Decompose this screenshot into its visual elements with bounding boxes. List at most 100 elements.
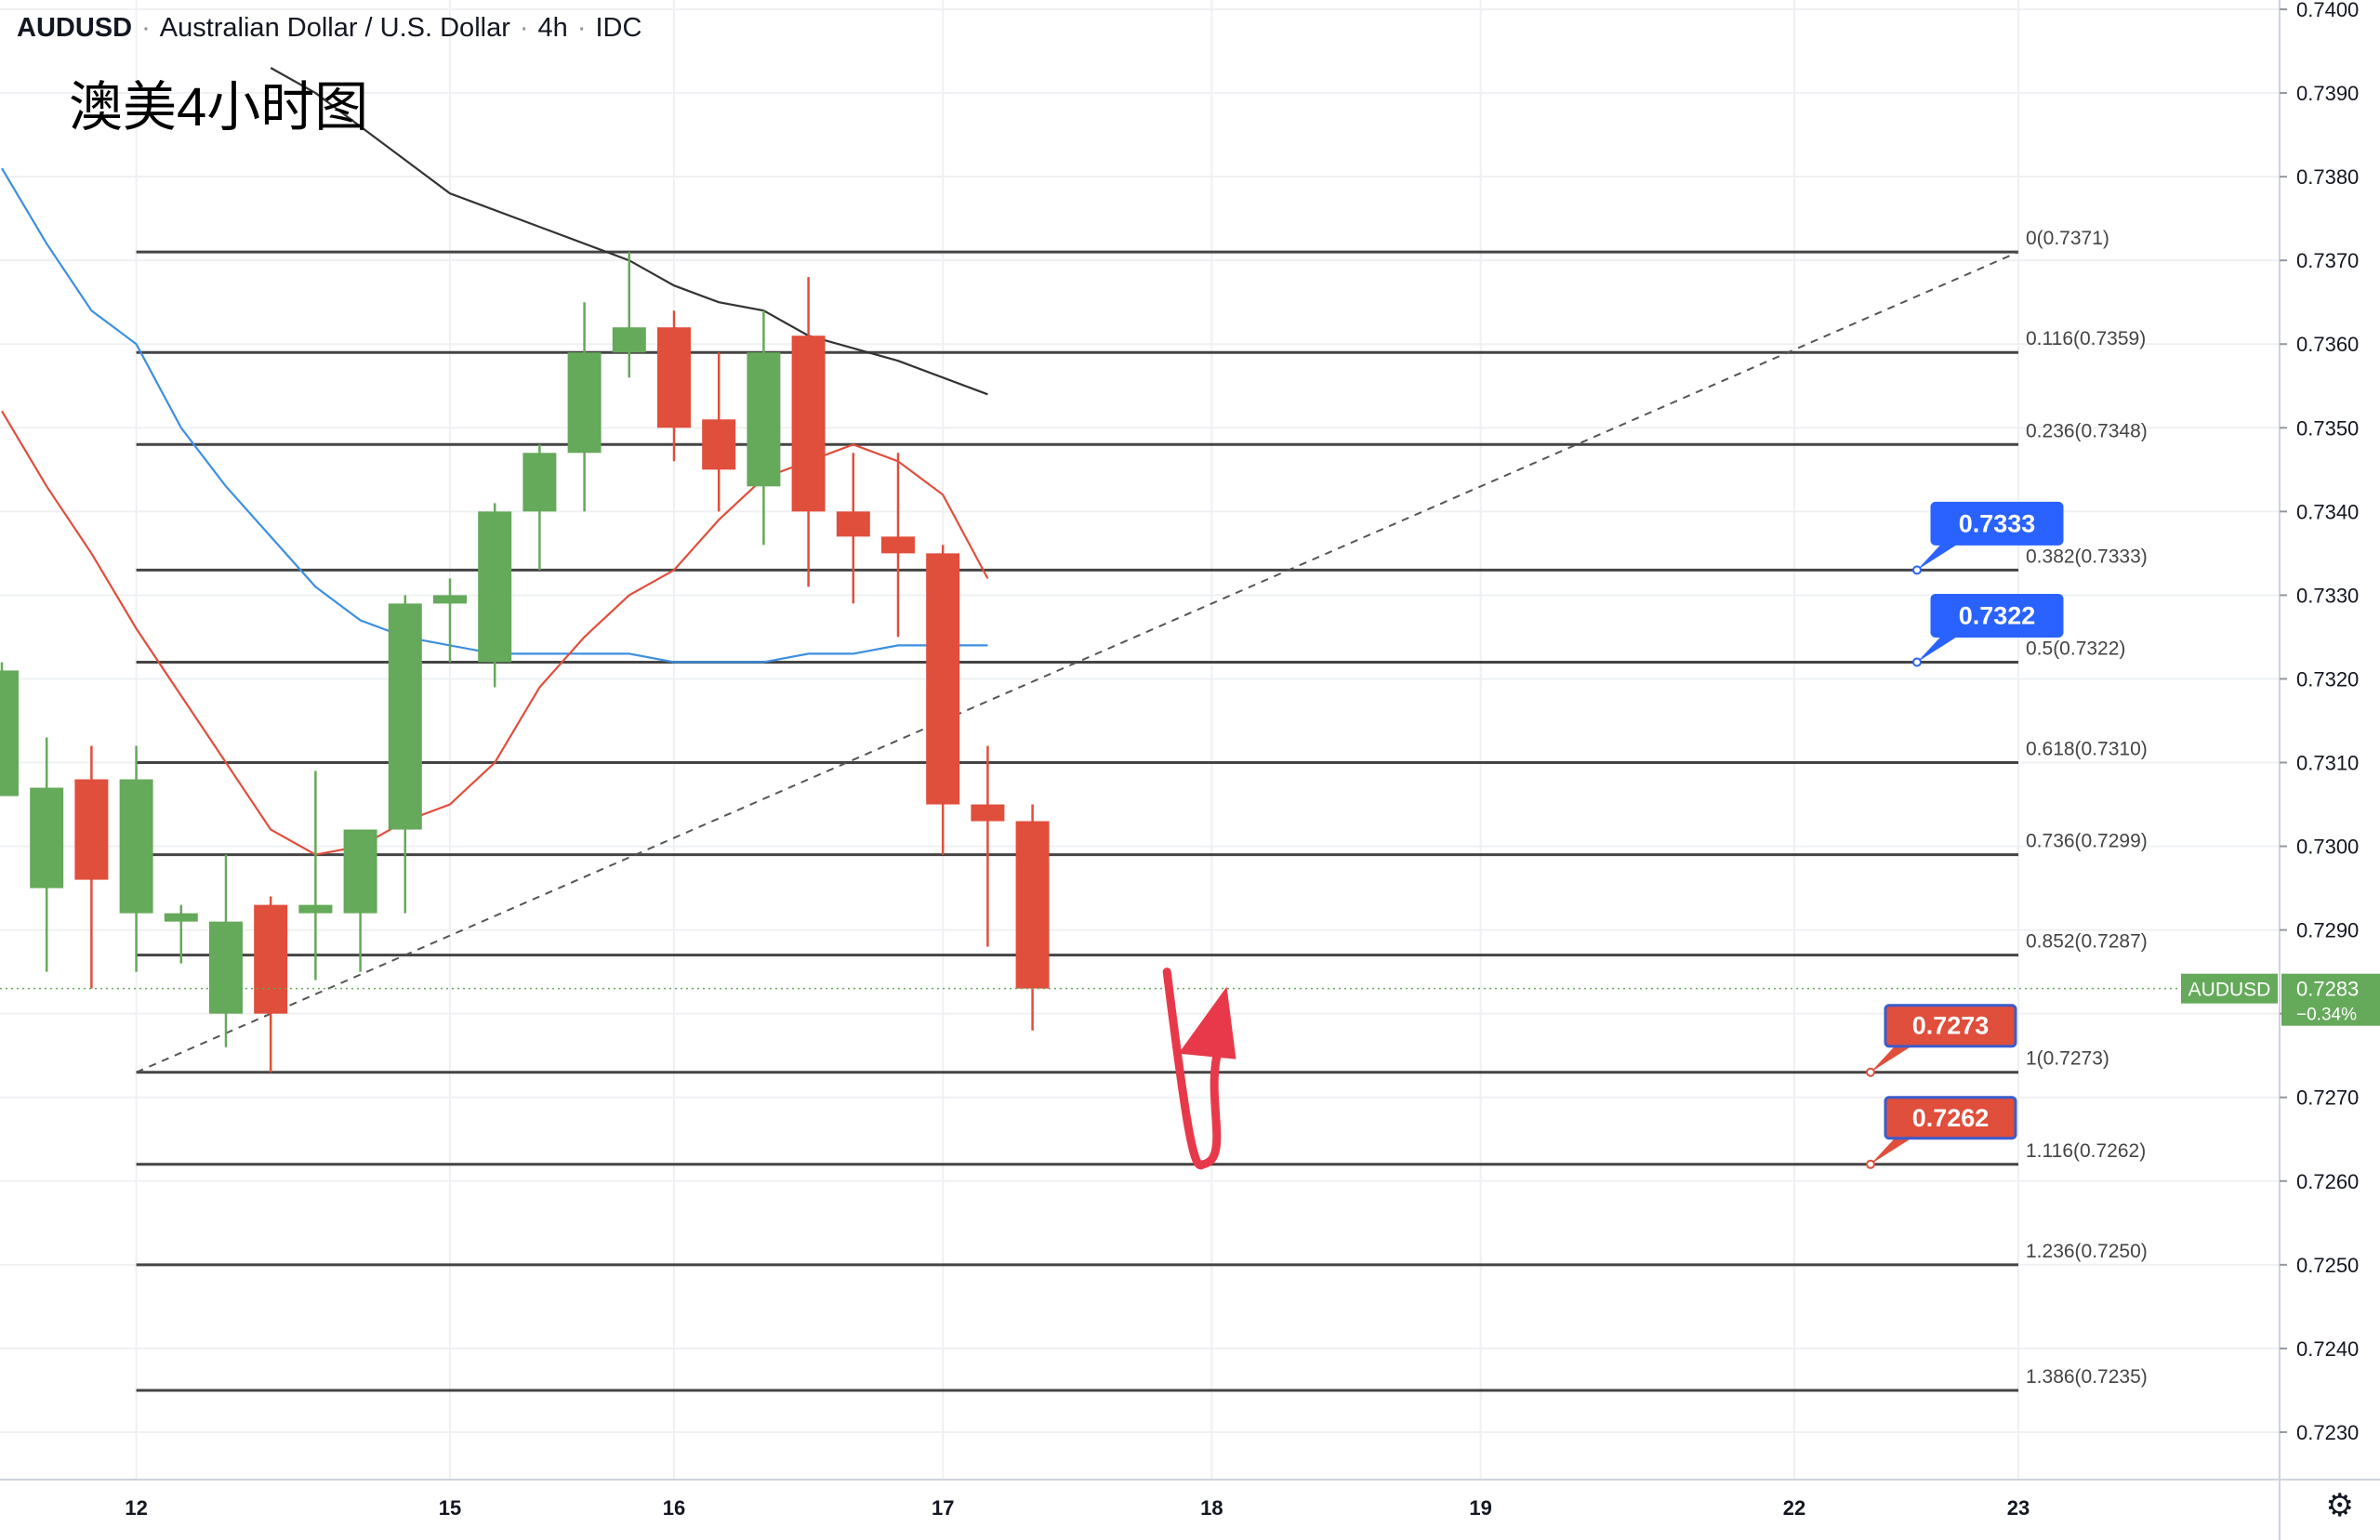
price-tick-label: 0.7230 xyxy=(2296,1421,2359,1444)
price-tick-label: 0.7320 xyxy=(2296,667,2359,691)
candle-body xyxy=(0,670,19,796)
time-tick-label: 12 xyxy=(125,1496,147,1520)
fib-level-label: 1(0.7273) xyxy=(2026,1048,2109,1070)
time-tick-label: 22 xyxy=(1783,1496,1805,1520)
candle-body xyxy=(433,595,467,604)
callout-box xyxy=(1930,501,2064,546)
fib-level-label: 0(0.7371) xyxy=(2026,228,2109,249)
callout-box xyxy=(1884,1096,2017,1140)
price-tick-label: 0.7400 xyxy=(2296,0,2359,21)
fib-level-label: 0.852(0.7287) xyxy=(2026,931,2148,953)
arrow-curve xyxy=(1162,967,1222,1170)
candle-body xyxy=(30,787,64,888)
price-tick-label: 0.7260 xyxy=(2296,1170,2359,1193)
candle-body xyxy=(791,336,826,512)
instrument-name: Australian Dollar / U.S. Dollar xyxy=(159,13,510,43)
time-tick-label: 23 xyxy=(2007,1496,2030,1520)
price-tick-label: 0.7390 xyxy=(2296,82,2359,105)
fib-level-label: 1.236(0.7250) xyxy=(2026,1241,2148,1262)
price-tick-label: 0.7250 xyxy=(2296,1254,2359,1277)
interval-label[interactable]: 4h xyxy=(537,13,568,43)
overlay-title: 澳美4小时图 xyxy=(69,77,369,138)
current-price-tag: AUDUSD 0.7283 −0.34% xyxy=(2181,973,2380,1026)
callout-box xyxy=(1930,593,2064,638)
callout-label: 0.7333 xyxy=(1959,509,2036,537)
chart-header: AUDUSD · Australian Dollar / U.S. Dollar · 4… xyxy=(17,13,642,43)
price-tag-value: 0.7283 xyxy=(2296,978,2359,1001)
candle-body xyxy=(164,913,198,922)
price-callouts: 0.7333 0.7322 0.7273 0.7262 xyxy=(1866,501,2064,1169)
candle-body xyxy=(522,453,557,512)
price-tag-box xyxy=(2281,973,2380,1026)
fib-level-label: 0.618(0.7310) xyxy=(2026,739,2148,760)
callout-anchor xyxy=(1866,1067,1875,1077)
callout-pointer xyxy=(1871,1138,1911,1165)
callout-anchor xyxy=(1912,565,1922,575)
candle-body xyxy=(119,779,153,914)
price-tick-label: 0.7330 xyxy=(2296,584,2359,607)
candle-body xyxy=(926,553,960,805)
callout-label: 0.7262 xyxy=(1912,1104,1990,1132)
candle-body xyxy=(343,829,377,914)
callout-pointer xyxy=(1917,636,1958,663)
fib-level-label: 1.386(0.7235) xyxy=(2026,1366,2148,1388)
candle-body xyxy=(478,511,512,663)
price-tick-label: 0.7350 xyxy=(2296,416,2359,440)
fib-level-label: 0.116(0.7359) xyxy=(2026,328,2146,349)
grid-lines xyxy=(0,0,2280,1480)
symbol-label[interactable]: AUDUSD xyxy=(17,13,133,43)
candle-body xyxy=(881,536,915,554)
callout-pointer xyxy=(1917,544,1958,571)
callout-anchor xyxy=(1912,657,1922,667)
time-tick-label: 15 xyxy=(439,1496,461,1520)
candle-body xyxy=(612,327,646,353)
time-tick-label: 19 xyxy=(1469,1496,1491,1520)
candle-body xyxy=(1015,821,1050,989)
price-tick-label: 0.7380 xyxy=(2296,165,2359,189)
candle-body xyxy=(388,603,422,830)
candle-body xyxy=(971,804,1005,822)
candle-body xyxy=(567,352,602,454)
arrow-head xyxy=(1178,986,1236,1060)
candle-body xyxy=(254,904,288,1014)
candle-body xyxy=(74,779,109,880)
callout-label: 0.7322 xyxy=(1959,601,2036,629)
symbol-tag-box xyxy=(2181,973,2278,1004)
candle-body xyxy=(747,352,781,487)
fib-level-label: 0.236(0.7348) xyxy=(2026,420,2148,441)
callout-label: 0.7273 xyxy=(1912,1012,1990,1040)
price-tick-label: 0.7340 xyxy=(2296,500,2359,523)
price-tick-label: 0.7290 xyxy=(2296,919,2359,942)
moving-averages xyxy=(1,67,989,856)
price-tag-change: −0.34% xyxy=(2296,1006,2357,1025)
symbol-tag-label: AUDUSD xyxy=(2188,980,2271,1001)
price-tick-label: 0.7240 xyxy=(2296,1337,2359,1361)
time-tick-label: 17 xyxy=(932,1496,954,1520)
price-tick-label: 0.7370 xyxy=(2296,249,2359,272)
callout-box xyxy=(1884,1004,2017,1048)
fib-level-label: 1.116(0.7262) xyxy=(2026,1140,2146,1162)
price-axis: 0.72300.72400.72500.72600.72700.72800.72… xyxy=(2280,0,2359,1444)
candle-body xyxy=(702,419,736,470)
callout-pointer xyxy=(1871,1046,1911,1073)
fib-level-label: 0.5(0.7322) xyxy=(2026,638,2125,659)
candle-body xyxy=(657,327,691,428)
price-tick-label: 0.7310 xyxy=(2296,752,2359,775)
gear-icon[interactable]: ⚙ xyxy=(2325,1488,2354,1523)
data-source: IDC xyxy=(595,13,642,43)
fib-level-label: 0.736(0.7299) xyxy=(2026,831,2148,852)
candlesticks xyxy=(0,252,1050,1073)
callout-anchor xyxy=(1866,1159,1875,1169)
price-tick-label: 0.7300 xyxy=(2296,836,2359,859)
time-tick-label: 16 xyxy=(663,1496,685,1520)
price-tick-label: 0.7360 xyxy=(2296,333,2359,356)
time-tick-label: 18 xyxy=(1200,1496,1223,1520)
projection-arrow xyxy=(1162,967,1236,1170)
candle-body xyxy=(209,921,243,1014)
price-tick-label: 0.7270 xyxy=(2296,1086,2359,1110)
time-axis: 12 15 16 17 18 19 22 23 xyxy=(125,1496,2030,1520)
fib-level-label: 0.382(0.7333) xyxy=(2026,546,2148,567)
candle-body xyxy=(836,511,870,537)
candle-body xyxy=(298,904,333,914)
